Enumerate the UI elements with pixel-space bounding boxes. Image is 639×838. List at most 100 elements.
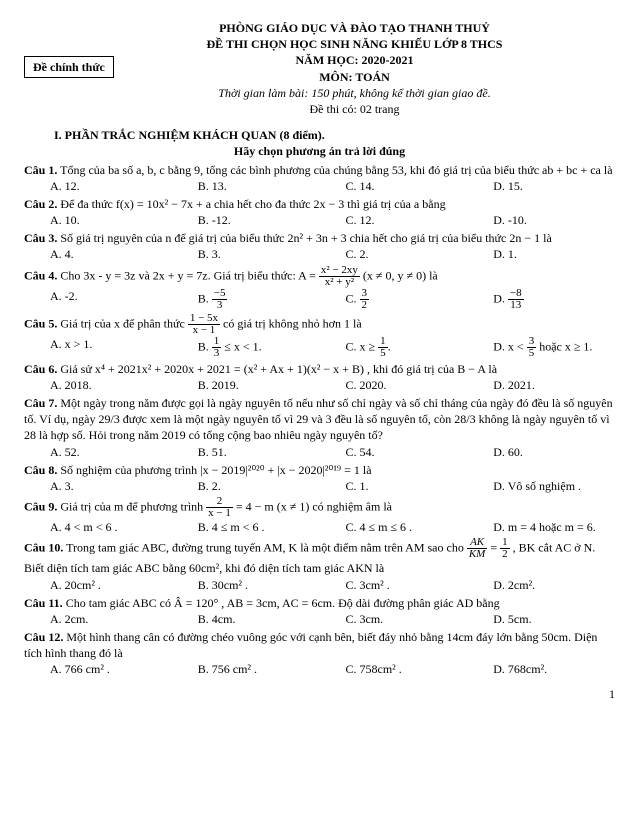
q2-label: Câu 2. (24, 197, 57, 211)
q8-B: B. 2. (172, 478, 320, 494)
q9-a: Giá trị của m để phương trình (57, 499, 206, 513)
q7-label: Câu 7. (24, 396, 57, 410)
q1-text: Tổng của ba số a, b, c bằng 9, tổng các … (57, 163, 612, 177)
q4-A: A. -2. (24, 288, 172, 311)
q12-D: D. 768cm². (467, 661, 615, 677)
q7: Câu 7. Một ngày trong năm được gọi là ng… (24, 395, 615, 460)
q4-den: x² + y² (319, 277, 360, 288)
q1: Câu 1. Tổng của ba số a, b, c bằng 9, tổ… (24, 162, 615, 194)
q5: Câu 5. Giá trị của x để phân thức 1 − 5x… (24, 313, 615, 359)
q4-eq-lhs: A = (298, 268, 316, 282)
q3-B: B. 3. (172, 246, 320, 262)
hdr3: NĂM HỌC: 2020-2021 (134, 52, 575, 68)
q7-D: D. 60. (467, 444, 615, 460)
hdr-time: Thời gian làm bài: 150 phút, không kể th… (134, 85, 575, 101)
q6-A: A. 2018. (24, 377, 172, 393)
q8-D: D. Vô số nghiệm . (467, 478, 615, 494)
q2-B: B. -12. (172, 212, 320, 228)
q4-cond: (x ≠ 0, y ≠ 0) là (363, 268, 438, 282)
q2-D: D. -10. (467, 212, 615, 228)
q11: Câu 11. Cho tam giác ABC có Â = 120° , A… (24, 595, 615, 627)
q12-A: A. 766 cm² . (24, 661, 172, 677)
q10-eq: = (490, 541, 500, 555)
q9-D: D. m = 4 hoặc m = 6. (467, 519, 615, 535)
q1-A: A. 12. (24, 178, 172, 194)
q9-C: C. 4 ≤ m ≤ 6 . (320, 519, 468, 535)
q10-frac2: 1 2 (500, 537, 510, 560)
q3-D: D. 1. (467, 246, 615, 262)
q2-A: A. 10. (24, 212, 172, 228)
q8-C: C. 1. (320, 478, 468, 494)
official-badge: Đề chính thức (24, 56, 114, 78)
q7-B: B. 51. (172, 444, 320, 460)
q8: Câu 8. Số nghiệm của phương trình |x − 2… (24, 462, 615, 494)
section1-title: I. PHẦN TRẮC NGHIỆM KHÁCH QUAN (8 điểm). (54, 127, 615, 143)
q9-frac: 2 x − 1 (206, 496, 233, 519)
q7-C: C. 54. (320, 444, 468, 460)
q9-label: Câu 9. (24, 499, 57, 513)
q12-text: Một hình thang cân có đường chéo vuông g… (24, 630, 597, 660)
q5-D: D. x < 35 hoặc x ≥ 1. (467, 336, 615, 359)
q2-C: C. 12. (320, 212, 468, 228)
hdr-pages: Đề thi có: 02 trang (134, 101, 575, 117)
q6-D: D. 2021. (467, 377, 615, 393)
q10-D: D. 2cm². (467, 577, 615, 593)
q9: Câu 9. Giá trị của m để phương trình 2 x… (24, 496, 615, 535)
q10-A: A. 20cm² . (24, 577, 172, 593)
q3-text: Số giá trị nguyên của n để giá trị của b… (57, 231, 551, 245)
q8-A: A. 3. (24, 478, 172, 494)
q5-C: C. x ≥ 15. (320, 336, 468, 359)
q6: Câu 6. Giả sử x⁴ + 2021x² + 2020x + 2021… (24, 361, 615, 393)
hdr1: PHÒNG GIÁO DỤC VÀ ĐÀO TẠO THANH THUỶ (134, 20, 575, 36)
q5-B: B. 13 ≤ x < 1. (172, 336, 320, 359)
q10-label: Câu 10. (24, 541, 63, 555)
q4-C: C. 32 (320, 288, 468, 311)
header-center: PHÒNG GIÁO DỤC VÀ ĐÀO TẠO THANH THUỶ ĐỀ … (134, 20, 575, 117)
q11-D: D. 5cm. (467, 611, 615, 627)
q12: Câu 12. Một hình thang cân có đường chéo… (24, 629, 615, 678)
q12-C: C. 758cm² . (320, 661, 468, 677)
q1-C: C. 14. (320, 178, 468, 194)
doc-header: Đề chính thức PHÒNG GIÁO DỤC VÀ ĐÀO TẠO … (24, 20, 615, 117)
q10-frac1: AK KM (467, 537, 488, 560)
q10-C: C. 3cm² . (320, 577, 468, 593)
q8-text: Số nghiệm của phương trình |x − 2019|²⁰²… (57, 463, 371, 477)
hdr-subject: MÔN: TOÁN (134, 69, 575, 85)
q11-B: B. 4cm. (172, 611, 320, 627)
q4-B: B. −53 (172, 288, 320, 311)
q3-C: C. 2. (320, 246, 468, 262)
q11-C: C. 3cm. (320, 611, 468, 627)
page-number: 1 (24, 686, 615, 702)
q9-A: A. 4 < m < 6 . (24, 519, 172, 535)
q6-label: Câu 6. (24, 362, 57, 376)
badge-wrap: Đề chính thức (24, 20, 134, 78)
q4-label: Câu 4. (24, 268, 57, 282)
q11-A: A. 2cm. (24, 611, 172, 627)
q4-text-a: Cho 3x - y = 3z và 2x + y = 7z. Giá trị … (57, 268, 298, 282)
q12-label: Câu 12. (24, 630, 63, 644)
q9-b: = 4 − m (x ≠ 1) có nghiệm âm là (236, 499, 392, 513)
q6-text: Giả sử x⁴ + 2021x² + 2020x + 2021 = (x² … (57, 362, 497, 376)
q9-B: B. 4 ≤ m < 6 . (172, 519, 320, 535)
q12-B: B. 756 cm² . (172, 661, 320, 677)
section1-sub: Hãy chọn phương án trả lời đúng (24, 143, 615, 159)
q5-label: Câu 5. (24, 316, 57, 330)
q4-frac: x² − 2xy x² + y² (319, 265, 360, 288)
q7-text: Một ngày trong năm được gọi là ngày nguy… (24, 396, 613, 442)
q2: Câu 2. Để đa thức f(x) = 10x² − 7x + a c… (24, 196, 615, 228)
q5-frac: 1 − 5x x − 1 (188, 313, 220, 336)
q2-text: Để đa thức f(x) = 10x² − 7x + a chia hết… (57, 197, 445, 211)
q11-label: Câu 11. (24, 596, 63, 610)
q7-A: A. 52. (24, 444, 172, 460)
q3-label: Câu 3. (24, 231, 57, 245)
q4-num: x² − 2xy (319, 265, 360, 277)
q6-C: C. 2020. (320, 377, 468, 393)
q10: Câu 10. Trong tam giác ABC, đường trung … (24, 537, 615, 592)
q3: Câu 3. Số giá trị nguyên của n để giá tr… (24, 230, 615, 262)
q5-a: Giá trị của x để phân thức (57, 316, 187, 330)
hdr2: ĐỀ THI CHỌN HỌC SINH NĂNG KHIẾU LỚP 8 TH… (134, 36, 575, 52)
q10-B: B. 30cm² . (172, 577, 320, 593)
q10-a: Trong tam giác ABC, đường trung tuyến AM… (63, 541, 467, 555)
q5-b: có giá trị không nhỏ hơn 1 là (223, 316, 362, 330)
q4-D: D. −813 (467, 288, 615, 311)
